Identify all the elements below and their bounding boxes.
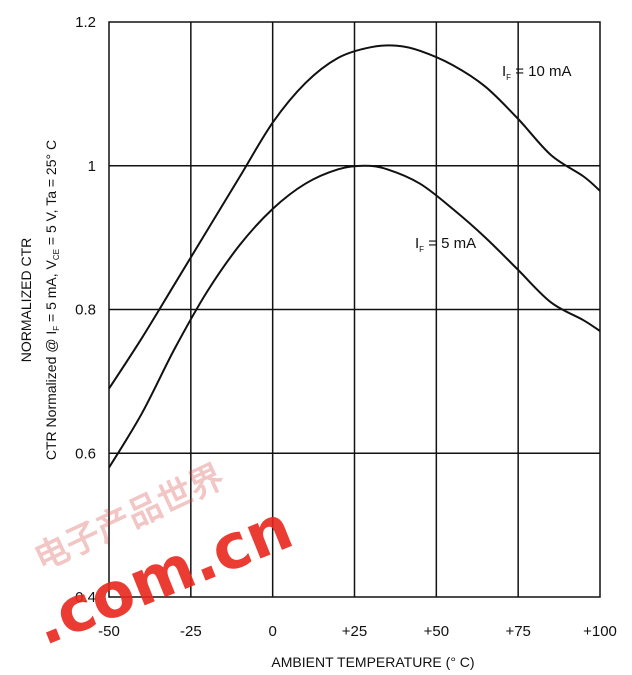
series-line-if-5ma [108, 164, 601, 469]
y-tick-label: 1 [88, 158, 96, 175]
x-tick-label: -25 [180, 623, 202, 640]
x-tick-label: -50 [98, 623, 120, 640]
series-label-if-5ma: IF = 5 mA [415, 235, 476, 254]
x-tick-label: +25 [342, 623, 367, 640]
y-tick-label: 0.4 [75, 589, 96, 606]
series-line-if-10ma [108, 44, 601, 390]
x-tick-label: +50 [424, 623, 449, 640]
x-axis-title: AMBIENT TEMPERATURE (° C) [271, 654, 474, 670]
x-tick-label: 0 [268, 623, 276, 640]
y-axis-subtitle: CTR Normalized @ IF = 5 mA, VCE = 5 V, T… [43, 140, 61, 460]
series-layer [108, 44, 601, 469]
x-tick-label: +100 [583, 623, 617, 640]
y-tick-label: 1.2 [75, 14, 96, 31]
ticks: -50 -25 0 +25 +50 +75 +100 0.4 0.6 0.8 1 1.2 [75, 14, 617, 640]
y-tick-label: 0.8 [75, 302, 96, 319]
y-axis-title: NORMALIZED CTR [18, 238, 34, 362]
x-tick-label: +75 [505, 623, 530, 640]
y-tick-label: 0.6 [75, 445, 96, 462]
series-label-if-10ma: IF = 10 mA [502, 63, 572, 82]
